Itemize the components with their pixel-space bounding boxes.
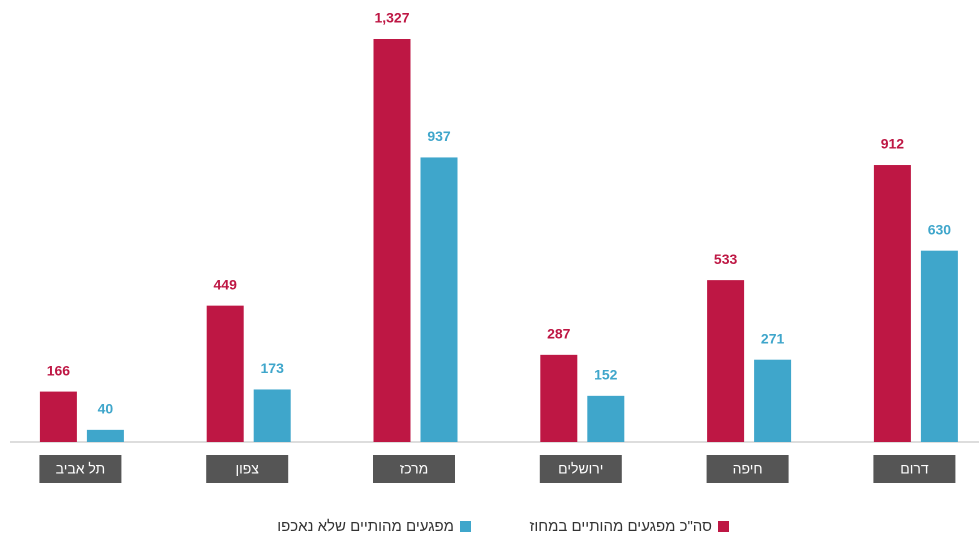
x-tick-label: תל אביב (56, 461, 106, 477)
data-label: 271 (761, 330, 785, 346)
bar (707, 280, 745, 442)
data-label: 630 (928, 221, 952, 237)
data-label: 533 (714, 251, 738, 267)
category-box (373, 455, 455, 483)
category-box (206, 455, 289, 483)
x-tick-label: חיפה (733, 461, 763, 477)
bar (253, 389, 291, 442)
x-tick-label: דרום (900, 461, 929, 477)
data-label: 173 (261, 360, 285, 376)
data-label: 287 (547, 326, 571, 342)
data-label: 40 (98, 401, 114, 417)
bar (754, 359, 792, 442)
data-label: 937 (427, 128, 451, 144)
category-box (873, 455, 956, 483)
bar (587, 395, 625, 442)
bar (540, 354, 578, 442)
x-tick-label: מרכז (400, 461, 429, 477)
category-box (39, 455, 122, 483)
data-label: 1,327 (374, 10, 409, 26)
bar (86, 429, 124, 442)
bar (873, 165, 911, 442)
legend-swatch (460, 521, 471, 532)
bar (920, 250, 958, 442)
category-box (539, 455, 622, 483)
x-tick-label: ירושלים (558, 461, 603, 477)
bar (39, 391, 77, 442)
data-label: 912 (881, 136, 905, 152)
category-box (706, 455, 789, 483)
legend-swatch (718, 521, 729, 532)
data-label: 166 (47, 362, 71, 378)
data-label: 152 (594, 367, 618, 383)
bar (420, 157, 458, 442)
bar (373, 39, 411, 442)
legend-label: סה"כ מפגעים מהותיים במחוז (529, 518, 712, 535)
x-tick-label: צפון (235, 461, 259, 477)
data-label: 449 (214, 276, 238, 292)
bar (206, 305, 244, 442)
legend-label: מפגעים מהותיים שלא נאכפו (277, 518, 454, 535)
